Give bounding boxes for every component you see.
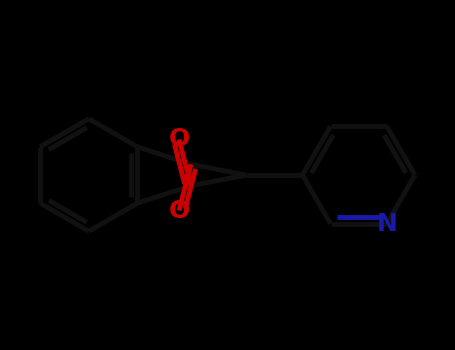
Text: N: N [376,212,397,236]
Text: O: O [168,127,190,152]
Text: O: O [168,198,190,223]
